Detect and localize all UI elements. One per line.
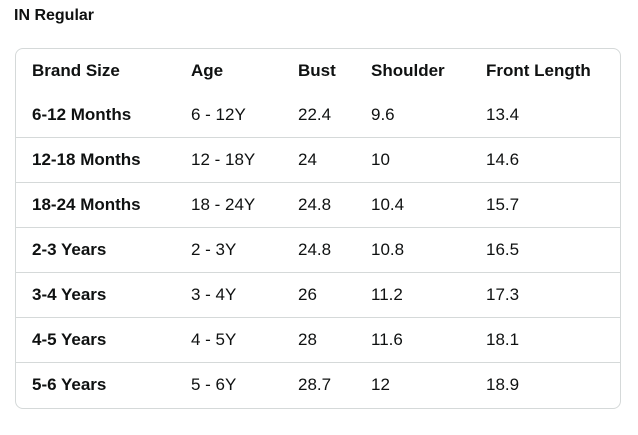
cell-front-length: 17.3 <box>486 285 520 304</box>
cell-bust: 28.7 <box>298 375 332 394</box>
size-chart-table-container: Brand Size Age Bust Shoulder Front Lengt… <box>15 48 621 409</box>
cell-bust: 24 <box>298 150 317 169</box>
header-bust: Bust <box>298 61 336 80</box>
cell-front-length: 15.7 <box>486 195 520 214</box>
header-front-length: Front Length <box>486 61 591 80</box>
cell-shoulder: 11.6 <box>371 330 403 349</box>
table-row: 5-6 Years 5 - 6Y 28.7 12 18.9 <box>16 363 620 408</box>
cell-age: 18 - 24Y <box>191 195 256 214</box>
cell-front-length: 13.4 <box>486 105 520 124</box>
cell-shoulder: 10.8 <box>371 240 405 259</box>
cell-bust: 24.8 <box>298 195 332 214</box>
cell-age: 4 - 5Y <box>191 330 237 349</box>
cell-brand-size: 4-5 Years <box>32 330 107 349</box>
header-age: Age <box>191 61 224 80</box>
cell-age: 5 - 6Y <box>191 375 237 394</box>
cell-shoulder: 10 <box>371 150 390 169</box>
cell-brand-size: 12-18 Months <box>32 150 141 169</box>
table-row: 18-24 Months 18 - 24Y 24.8 10.4 15.7 <box>16 183 620 228</box>
cell-shoulder: 10.4 <box>371 195 405 214</box>
cell-shoulder: 9.6 <box>371 105 395 124</box>
cell-bust: 26 <box>298 285 317 304</box>
size-chart-title: IN Regular <box>14 7 95 24</box>
cell-age: 2 - 3Y <box>191 240 237 259</box>
header-shoulder: Shoulder <box>371 61 445 80</box>
size-chart-table: Brand Size Age Bust Shoulder Front Lengt… <box>16 49 620 407</box>
cell-front-length: 16.5 <box>486 240 520 259</box>
cell-front-length: 14.6 <box>486 150 520 169</box>
cell-brand-size: 5-6 Years <box>32 375 107 394</box>
cell-front-length: 18.9 <box>486 375 520 394</box>
cell-brand-size: 2-3 Years <box>32 240 107 259</box>
cell-age: 3 - 4Y <box>191 285 237 304</box>
cell-shoulder: 11.2 <box>371 285 403 304</box>
cell-age: 6 - 12Y <box>191 105 246 124</box>
cell-brand-size: 6-12 Months <box>32 105 132 124</box>
table-header-row: Brand Size Age Bust Shoulder Front Lengt… <box>16 49 620 93</box>
cell-shoulder: 12 <box>371 375 390 394</box>
header-brand-size: Brand Size <box>32 61 120 80</box>
cell-bust: 28 <box>298 330 317 349</box>
table-row: 12-18 Months 12 - 18Y 24 10 14.6 <box>16 138 620 183</box>
cell-age: 12 - 18Y <box>191 150 256 169</box>
table-row: 4-5 Years 4 - 5Y 28 11.6 18.1 <box>16 318 620 363</box>
cell-brand-size: 18-24 Months <box>32 195 141 214</box>
cell-front-length: 18.1 <box>486 330 520 349</box>
table-row: 2-3 Years 2 - 3Y 24.8 10.8 16.5 <box>16 228 620 273</box>
cell-bust: 22.4 <box>298 105 332 124</box>
cell-bust: 24.8 <box>298 240 332 259</box>
table-row: 3-4 Years 3 - 4Y 26 11.2 17.3 <box>16 273 620 318</box>
cell-brand-size: 3-4 Years <box>32 285 107 304</box>
table-row: 6-12 Months 6 - 12Y 22.4 9.6 13.4 <box>16 93 620 138</box>
